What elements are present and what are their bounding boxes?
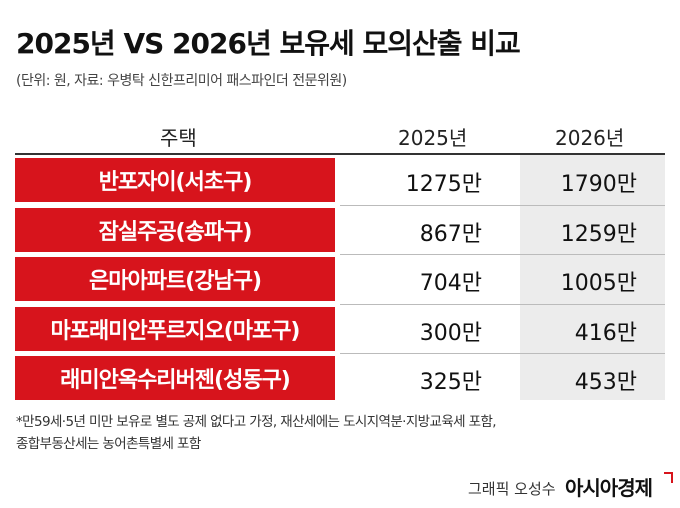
- subtitle: (단위: 원, 자료: 우병탁 신한프리미어 패스파인더 전문위원): [16, 73, 347, 89]
- value-2026: 1259만: [560, 221, 637, 247]
- value-2026: 1790만: [560, 172, 637, 197]
- footnote: *만59세·5년 미만 보유로 별도 공제 없다고 가정, 재산세에는 도시지역…: [16, 414, 497, 430]
- row-separator: [340, 254, 665, 255]
- title: 2025년 VS 2026년 보유세 모의산출 비교: [16, 27, 521, 60]
- header-rule: [15, 153, 665, 155]
- row-label: 마포래미안푸르지오(마포구): [15, 306, 335, 351]
- row-label: 래미안옥수리버젠(성동구): [15, 356, 335, 400]
- row-label: 반포자이(서초구): [15, 158, 335, 202]
- value-2025: 867만: [419, 221, 482, 247]
- value-2026: 416만: [574, 320, 637, 346]
- row-separator: [340, 353, 665, 354]
- row-label: 은마아파트(강남구): [15, 257, 335, 301]
- column-shade: [520, 155, 665, 400]
- value-2026: 1005만: [560, 271, 637, 296]
- value-2025: 1275만: [405, 172, 482, 197]
- value-2026: 453만: [574, 370, 637, 395]
- footnote: 종합부동산세는 농어촌특별세 포함: [16, 436, 201, 452]
- brand-mark: [664, 472, 673, 483]
- value-2025: 325만: [419, 370, 482, 395]
- column-header: 2026년: [555, 126, 625, 150]
- value-2025: 704만: [419, 271, 482, 296]
- row-separator: [340, 204, 665, 206]
- credit-brand: 아시아경제: [565, 476, 653, 500]
- row-separator: [340, 303, 665, 305]
- row-label: 잠실주공(송파구): [15, 207, 335, 252]
- credit-author: 그래픽 오성수: [468, 480, 556, 498]
- value-2025: 300만: [419, 320, 482, 346]
- column-header: 2025년: [398, 126, 468, 150]
- column-header: 주택: [160, 126, 197, 150]
